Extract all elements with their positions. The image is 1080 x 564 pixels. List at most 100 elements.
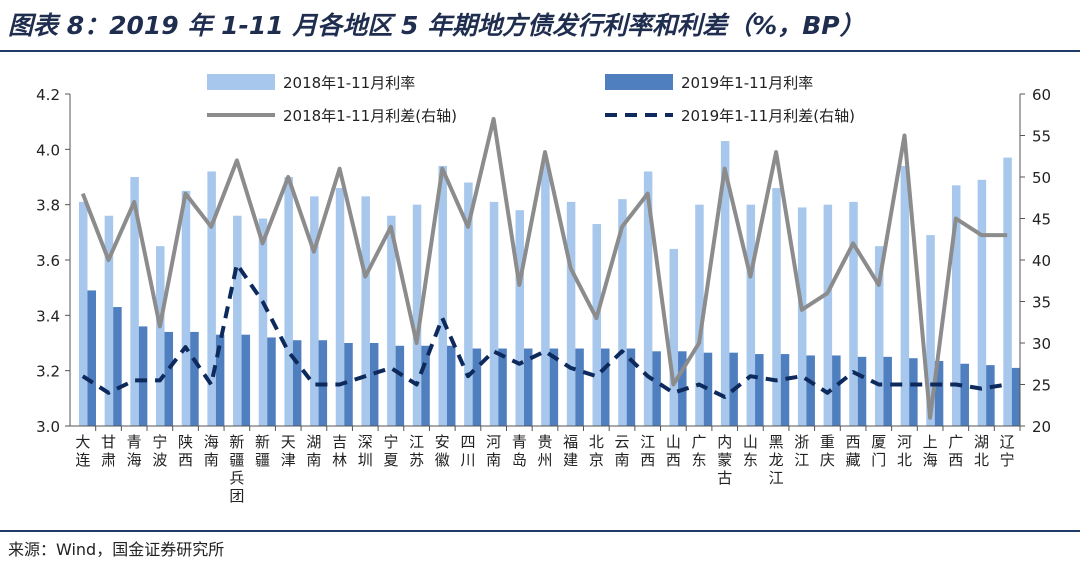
bar-2018-rate	[1003, 157, 1012, 426]
bar-2018-rate	[823, 204, 833, 426]
x-tick-label: 河北	[897, 433, 912, 469]
bar-2019-rate	[883, 356, 892, 426]
bar-2019-rate	[241, 334, 251, 426]
x-tick-label: 新疆兵团	[229, 433, 244, 505]
bar-2018-rate	[849, 201, 858, 426]
bar-2018-rate	[387, 215, 396, 426]
bar-2018-rate	[335, 188, 345, 426]
right-tick-label: 20	[1032, 418, 1051, 436]
bar-2019-rate	[190, 331, 199, 426]
x-tick-label: 深圳	[358, 433, 373, 469]
bar-2019-rate	[549, 348, 559, 426]
bar-2019-rate	[138, 326, 148, 426]
bottom-divider	[0, 530, 1080, 532]
bar-2018-rate	[361, 196, 370, 426]
right-tick-label: 60	[1032, 86, 1051, 104]
right-tick-label: 45	[1032, 211, 1051, 229]
bar-2019-rate	[267, 337, 276, 426]
x-tick-label: 大连	[75, 433, 90, 469]
bar-2018-rate	[156, 246, 165, 426]
bar-2018-rate	[592, 224, 602, 426]
x-tick-label: 黑龙江	[769, 433, 784, 487]
bar-2019-rate	[755, 354, 764, 426]
x-tick-label: 北京	[589, 433, 604, 469]
bar-2018-rate	[900, 165, 910, 426]
x-tick-label: 宁波	[152, 433, 167, 469]
x-tick-label: 浙江	[794, 433, 809, 469]
bar-2019-rate	[395, 345, 405, 426]
x-tick-label: 广西	[948, 433, 963, 469]
title-divider	[0, 50, 1080, 52]
x-tick-label: 湖南	[306, 433, 321, 469]
x-tick-label: 江西	[640, 433, 655, 469]
x-tick-label: 天津	[281, 433, 296, 469]
bar-2018-rate	[926, 235, 935, 426]
legend-label: 2019年1-11月利率	[681, 74, 813, 92]
bar-2019-rate	[806, 355, 815, 426]
bar-2019-rate	[523, 348, 533, 426]
bar-2019-rate	[446, 345, 456, 426]
figure-title: 图表 8：2019 年 1-11 月各地区 5 年期地方债发行利率和利差（%，B…	[8, 11, 865, 40]
bar-2019-rate	[369, 343, 379, 426]
bar-2018-rate	[104, 215, 114, 426]
bar-2019-rate	[857, 356, 867, 426]
bar-2018-rate	[951, 185, 961, 426]
bar-2019-rate	[986, 365, 995, 426]
right-tick-label: 25	[1032, 377, 1051, 395]
x-tick-label: 辽宁	[1000, 433, 1015, 469]
bar-2018-rate	[284, 177, 293, 426]
legend-label: 2018年1-11月利差(右轴)	[283, 107, 457, 125]
bar-2018-rate	[874, 246, 884, 426]
legend-swatch	[207, 74, 275, 90]
x-tick-label: 吉林	[332, 433, 347, 469]
bar-2018-rate	[181, 190, 191, 426]
bar-2018-rate	[207, 171, 216, 426]
bar-2019-rate	[960, 363, 969, 426]
x-tick-label: 甘肃	[101, 433, 116, 469]
x-tick-label: 山东	[743, 433, 758, 469]
bar-2019-rate	[601, 348, 610, 426]
bar-2018-rate	[541, 163, 550, 426]
bar-2019-rate	[703, 352, 713, 426]
x-tick-label: 青岛	[512, 433, 527, 469]
bar-2019-rate	[832, 355, 841, 426]
bar-2018-rate	[489, 201, 499, 426]
bar-2018-rate	[695, 204, 704, 426]
source-note: 来源：Wind，国金证券研究所	[8, 540, 225, 559]
bar-2019-rate	[472, 348, 482, 426]
left-tick-label: 3.2	[36, 363, 60, 381]
left-tick-label: 3.6	[36, 252, 60, 270]
left-tick-label: 3.8	[36, 197, 60, 215]
x-tick-label: 厦门	[871, 433, 886, 469]
bar-2019-rate	[626, 348, 636, 426]
right-tick-label: 35	[1032, 294, 1051, 312]
left-tick-label: 3.0	[36, 418, 60, 436]
bar-2019-rate	[780, 354, 790, 426]
bar-2018-rate	[977, 179, 987, 426]
bar-2018-rate	[566, 201, 576, 426]
bar-2019-rate	[934, 360, 944, 426]
bar-2018-rate	[130, 177, 139, 426]
x-tick-label: 西藏	[846, 433, 861, 469]
left-tick-label: 3.4	[36, 307, 60, 325]
bar-2018-rate	[515, 210, 524, 426]
x-tick-label: 重庆	[820, 433, 835, 469]
x-tick-label: 福建	[563, 433, 578, 469]
bar-2018-rate	[310, 196, 319, 426]
x-tick-label: 广东	[692, 433, 707, 469]
left-tick-label: 4.0	[36, 141, 60, 159]
bar-2019-rate	[292, 340, 302, 426]
right-tick-label: 40	[1032, 252, 1051, 270]
legend-swatch	[605, 74, 673, 90]
bar-2018-rate	[464, 182, 473, 426]
x-tick-label: 青海	[127, 433, 142, 469]
bar-2019-rate	[87, 290, 96, 426]
legend-label: 2018年1-11月利率	[283, 74, 415, 92]
chart: 4.2 4.0 3.8 3.6 3.4 3.2 3.0 60 55 50 45 40 35 30 25 20 大…	[36, 74, 1051, 505]
bar-2019-rate	[164, 331, 174, 426]
bar-2019-rate	[1011, 367, 1021, 426]
x-tick-label: 山西	[666, 433, 681, 469]
x-tick-label: 四川	[460, 433, 475, 469]
x-tick-label: 江苏	[409, 433, 424, 469]
